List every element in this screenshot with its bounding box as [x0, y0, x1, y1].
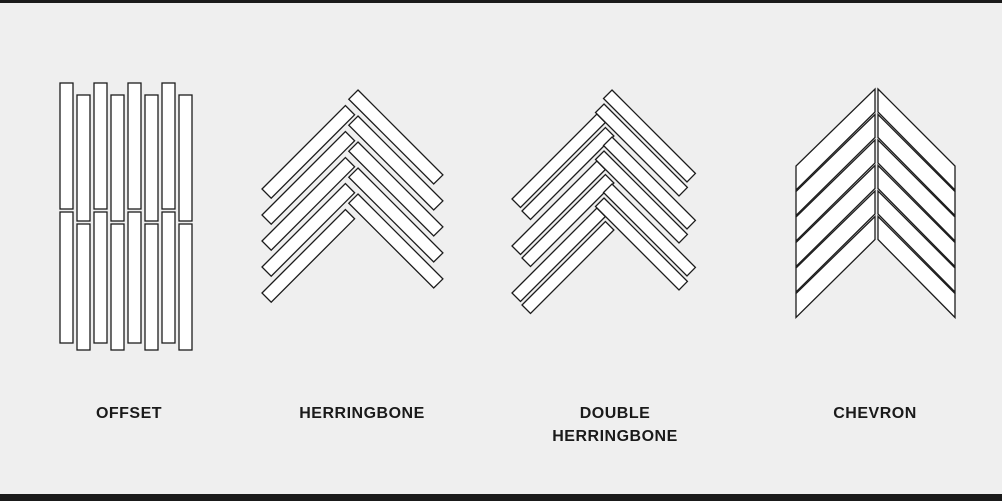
offset-plank [127, 82, 142, 210]
offset-pattern-icon [59, 82, 193, 351]
offset-plank [178, 223, 193, 351]
chevron-right-plank [877, 189, 956, 294]
chevron-right-plank [877, 87, 956, 192]
chevron-right-plank [877, 163, 956, 269]
offset-plank [93, 82, 108, 210]
bottom-frame-bar [0, 494, 1002, 501]
double-herringbone-label-line-2: HERRINGBONE [552, 428, 678, 445]
double-herringbone-right-plank [602, 183, 697, 277]
double-herringbone-left-plank [521, 220, 615, 315]
offset-plank [144, 94, 159, 222]
chevron-left-plank [795, 214, 876, 320]
herringbone-right-plank [347, 89, 444, 185]
double-herringbone-left-plank [521, 126, 615, 221]
offset-plank [127, 211, 142, 344]
offset-label: OFFSET [29, 402, 229, 425]
double-herringbone-right-plank [602, 136, 697, 230]
chevron-left-plank [795, 138, 876, 243]
double-herringbone-label-line-1: DOUBLE [579, 405, 651, 422]
chevron-left-plank [795, 87, 876, 192]
offset-plank [161, 82, 176, 210]
double-herringbone-right-plank [594, 103, 689, 197]
herringbone-label: HERRINGBONE [262, 402, 462, 425]
offset-plank [93, 211, 108, 344]
herringbone-left-plank [261, 208, 356, 304]
offset-plank [110, 223, 125, 351]
herringbone-left-plank [261, 130, 356, 226]
herringbone-left-plank [261, 156, 356, 252]
offset-plank [161, 211, 176, 344]
offset-plank [59, 211, 74, 344]
herringbone-label-line: HERRINGBONE [299, 405, 425, 422]
double-herringbone-left-plank [521, 173, 615, 268]
double-herringbone-right-plank [594, 197, 689, 291]
chevron-label-line: CHEVRON [833, 405, 917, 422]
herringbone-right-plank [347, 193, 444, 289]
herringbone-left-plank [261, 182, 356, 278]
double-herringbone-label: DOUBLE HERRINGBONE [515, 402, 715, 448]
herringbone-pattern-icon [261, 89, 444, 304]
chevron-left-plank [795, 163, 876, 269]
double-herringbone-pattern-icon [511, 89, 697, 315]
offset-plank [144, 223, 159, 351]
chevron-label: CHEVRON [775, 402, 975, 425]
top-frame-bar [0, 0, 1002, 3]
herringbone-right-plank [347, 115, 444, 211]
offset-plank [76, 94, 91, 222]
double-herringbone-right-plank [594, 150, 689, 244]
chevron-pattern-icon [795, 87, 956, 320]
double-herringbone-right-plank [602, 89, 697, 183]
herringbone-left-plank [261, 104, 356, 200]
offset-plank [178, 94, 193, 222]
chevron-right-plank [877, 138, 956, 243]
chevron-left-plank [795, 189, 876, 294]
offset-label-line: OFFSET [95, 405, 163, 422]
offset-plank [110, 94, 125, 222]
offset-plank [76, 223, 91, 351]
offset-plank [59, 82, 74, 210]
herringbone-right-plank [347, 167, 444, 263]
chevron-right-plank [877, 112, 956, 218]
chevron-right-plank [877, 214, 956, 320]
herringbone-right-plank [347, 141, 444, 237]
chevron-left-plank [795, 112, 876, 218]
